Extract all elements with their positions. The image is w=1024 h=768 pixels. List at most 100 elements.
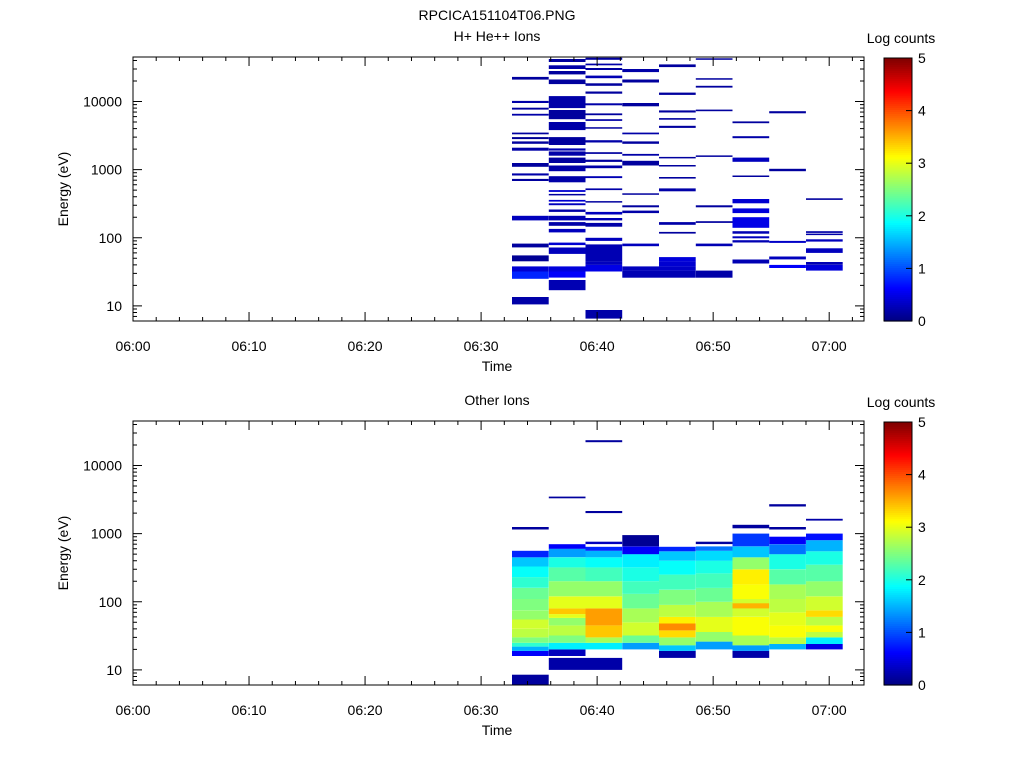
colorbar-segment	[884, 461, 912, 464]
colorbar-segment	[884, 187, 912, 191]
plot-frame	[132, 420, 865, 686]
heatmap-cell	[695, 546, 733, 551]
colorbar-segment	[884, 62, 912, 65]
colorbar-segment	[884, 608, 912, 612]
heatmap-cell	[548, 567, 586, 582]
colorbar-segment	[884, 138, 912, 141]
heatmap-cell	[548, 203, 586, 206]
y-tick-label: 100	[99, 230, 123, 246]
colorbar-segment	[884, 119, 912, 123]
heatmap-cell	[659, 604, 696, 617]
heatmap-cell	[769, 569, 806, 585]
heatmap-cell	[548, 614, 586, 618]
heatmap-cell	[659, 64, 696, 68]
heatmap-cell	[585, 159, 623, 162]
heatmap-cell	[622, 266, 659, 271]
colorbar-tick-label: 2	[918, 572, 926, 588]
heatmap-cell	[622, 160, 659, 166]
colorbar-segment	[884, 306, 912, 310]
x-tick-label: 06:30	[464, 702, 499, 718]
colorbar-segment	[884, 78, 912, 82]
y-tick-label: 10	[106, 662, 122, 678]
heatmap-cell	[732, 616, 770, 636]
colorbar-segment	[884, 148, 912, 152]
heatmap-cell	[548, 544, 586, 549]
heatmap-cell	[806, 596, 843, 611]
heatmap-cell	[585, 546, 623, 551]
x-axis-label: Time	[482, 358, 513, 374]
colorbar-segment	[884, 203, 912, 207]
colorbar-segment	[884, 193, 912, 197]
heatmap-cell	[769, 256, 806, 260]
x-tick-label: 06:30	[464, 338, 499, 354]
heatmap-cell	[659, 188, 696, 192]
colorbar-segment	[884, 216, 912, 219]
colorbar-segment	[884, 111, 912, 115]
heatmap-cell	[512, 297, 549, 305]
heatmap-cell	[806, 233, 843, 236]
heatmap-cell	[512, 650, 549, 656]
heatmap-cell	[548, 110, 586, 120]
colorbar-segment	[884, 489, 912, 493]
heatmap-cell	[695, 270, 733, 278]
heatmap-cell	[585, 165, 623, 169]
heatmap-cell	[806, 581, 843, 597]
colorbar-segment	[884, 530, 912, 534]
colorbar-segment	[884, 181, 912, 184]
colorbar-segment	[884, 154, 912, 158]
x-tick-label: 06:40	[580, 702, 615, 718]
heatmap-cell	[622, 69, 659, 73]
heatmap-cell	[769, 264, 806, 268]
heatmap-cell	[659, 177, 696, 179]
colorbar-segment	[884, 158, 912, 162]
heatmap-cell	[512, 173, 549, 176]
colorbar-segment	[884, 508, 912, 511]
colorbar-segment	[884, 565, 912, 569]
colorbar-segment	[884, 296, 912, 299]
colorbar-segment	[884, 555, 912, 559]
colorbar-segment	[884, 99, 912, 102]
heatmap-cell	[512, 674, 549, 685]
heatmap-cell	[512, 76, 549, 80]
heatmap-cell	[622, 193, 659, 195]
heatmap-cell	[548, 199, 586, 202]
colorbar-segment	[884, 662, 912, 666]
colorbar-segment	[884, 469, 912, 472]
colorbar-segment	[884, 631, 912, 635]
colorbar-segment	[884, 615, 912, 618]
colorbar-segment	[884, 592, 912, 596]
colorbar-segment	[884, 569, 912, 573]
colorbar-segment	[884, 66, 912, 69]
heatmap-cell	[512, 255, 549, 262]
heatmap-cell	[806, 625, 843, 632]
colorbar-segment	[884, 588, 912, 592]
colorbar-segment	[884, 113, 912, 117]
colorbar-segment	[884, 606, 912, 610]
colorbar-tick-label: 3	[918, 155, 926, 171]
heatmap-cell	[548, 608, 586, 615]
colorbar-segment	[884, 674, 912, 678]
heatmap-cell	[622, 642, 659, 650]
heatmap-cell	[585, 176, 623, 179]
heatmap-cell	[622, 567, 659, 582]
heatmap-cell	[512, 266, 549, 272]
heatmap-cell	[548, 581, 586, 597]
heatmap-cell	[695, 243, 733, 247]
heatmap-cell	[695, 641, 733, 650]
heatmap-cell	[585, 596, 623, 609]
colorbar-segment	[884, 526, 912, 530]
colorbar-segment	[884, 495, 912, 499]
colorbar-segment	[884, 316, 912, 320]
colorbar: 0 1 2 3 4 5 Log counts	[867, 394, 936, 693]
heatmap-cell	[732, 208, 770, 214]
colorbar-segment	[884, 199, 912, 203]
heatmap-cell	[695, 632, 733, 642]
colorbar-segment	[884, 125, 912, 129]
colorbar-segment	[884, 271, 912, 275]
colorbar-segment	[884, 434, 912, 437]
colorbar-segment	[884, 259, 912, 263]
colorbar-segment	[884, 156, 912, 160]
heatmap-cell	[695, 78, 733, 80]
heatmap-cell	[548, 557, 586, 568]
heatmap-cell	[512, 107, 549, 110]
